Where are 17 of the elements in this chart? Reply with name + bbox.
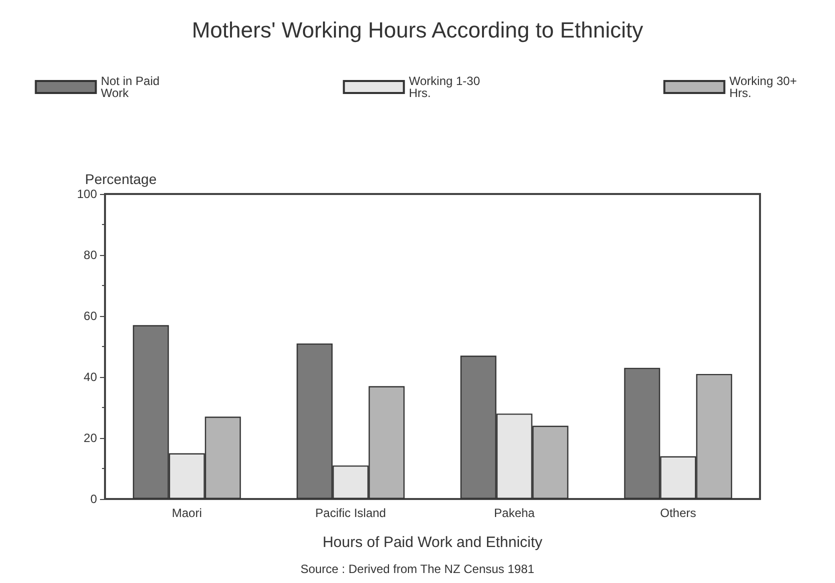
y-axis-title: Percentage: [85, 171, 157, 187]
y-tick-label: 60: [84, 309, 98, 323]
x-axis-title: Hours of Paid Work and Ethnicity: [322, 534, 543, 551]
legend-label: Working 1-30 Hrs.: [408, 74, 484, 100]
source-note: Source : Derived from The NZ Census 1981: [300, 562, 535, 576]
x-tick-label: Pakeha: [494, 506, 536, 520]
y-tick-label: 100: [76, 187, 98, 201]
y-tick-label: 80: [84, 248, 98, 262]
x-tick-label: Maori: [172, 506, 202, 520]
x-tick-label: Pacific Island: [315, 506, 386, 520]
y-tick-label: 40: [84, 370, 98, 384]
y-tick-label: 20: [84, 431, 98, 445]
chart-title: Mothers' Working Hours According to Ethnicity: [192, 18, 644, 42]
y-tick-label: 0: [90, 492, 98, 506]
legend-label: Not in Paid Work: [100, 74, 163, 100]
legend-label: Working 30+ Hrs.: [729, 74, 800, 100]
x-tick-label: Others: [660, 506, 696, 520]
